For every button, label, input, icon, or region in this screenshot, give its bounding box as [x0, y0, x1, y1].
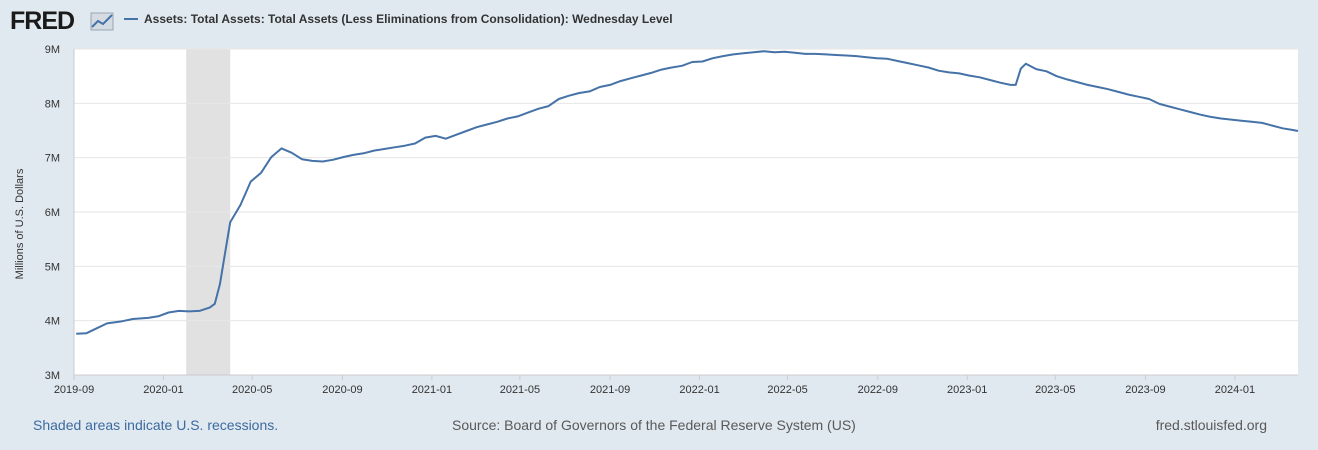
x-tick-label: 2021-05: [500, 384, 540, 396]
x-tick-label: 2020-01: [143, 384, 183, 396]
fred-logo-text: FRED: [10, 7, 74, 34]
y-tick-label: 5M: [45, 261, 60, 273]
y-axis-title: Millions of U.S. Dollars: [14, 168, 26, 279]
x-tick-label: 2020-05: [232, 384, 272, 396]
x-tick-label: 2021-01: [412, 384, 452, 396]
y-tick-label: 9M: [45, 44, 60, 56]
series-line: [76, 50, 1299, 335]
x-tick-label: 2021-09: [590, 384, 630, 396]
legend-swatch: [124, 18, 138, 20]
recession-note-link[interactable]: Shaded areas indicate U.S. recessions.: [33, 417, 279, 433]
x-tick-label: 2023-01: [947, 384, 987, 396]
x-tick-label: 2023-09: [1125, 384, 1165, 396]
x-tick-label: 2024-01: [1215, 384, 1255, 396]
y-tick-label: 7M: [45, 153, 60, 165]
y-tick-label: 6M: [45, 207, 60, 219]
x-tick-label: 2022-05: [767, 384, 807, 396]
x-tick-label: 2023-05: [1035, 384, 1075, 396]
y-tick-label: 3M: [45, 370, 60, 382]
chart-legend: Assets: Total Assets: Total Assets (Less…: [124, 12, 673, 26]
fred-logo: FRED: [10, 7, 114, 34]
legend-series-label: Assets: Total Assets: Total Assets (Less…: [144, 12, 673, 26]
x-tick-label: 2020-09: [322, 384, 362, 396]
x-tick-label: 2022-01: [679, 384, 719, 396]
x-tick-label: 2019-09: [54, 384, 94, 396]
source-text: Source: Board of Governors of the Federa…: [452, 417, 856, 433]
y-tick-label: 8M: [45, 98, 60, 110]
y-tick-label: 4M: [45, 316, 60, 328]
x-tick-label: 2022-09: [858, 384, 898, 396]
chart-trend-icon: [90, 12, 114, 31]
site-link[interactable]: fred.stlouisfed.org: [1155, 417, 1267, 433]
line-chart: 3M 4M 5M 6M 7M 8M 9M 2019-09 2020-01 2020-05 2020-…: [14, 44, 1299, 396]
